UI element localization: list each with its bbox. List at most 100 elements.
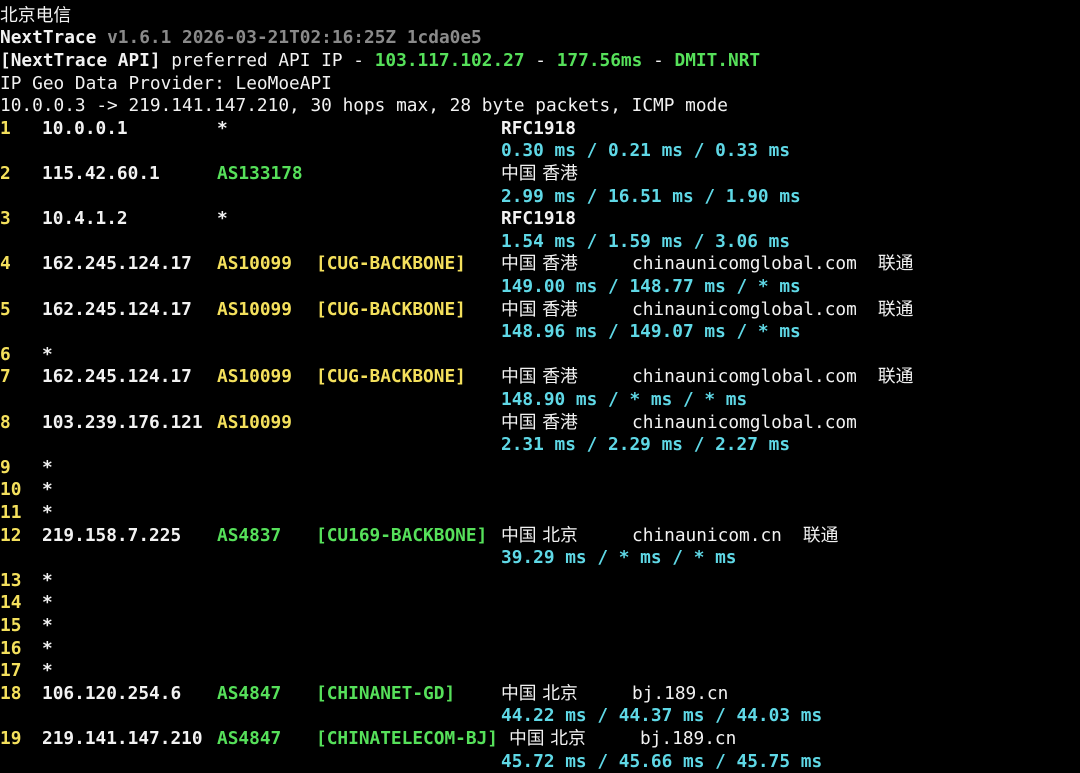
hop-carrier: 联通 [878, 299, 914, 322]
hop-row: 14* [0, 592, 53, 615]
hop-number: 9 [0, 457, 42, 480]
hop-backbone-tag: [CHINATELECOM-BJ] [316, 728, 509, 751]
hop-ip: 115.42.60.1 [42, 163, 217, 186]
hop-latency: 39.29 ms / * ms / * ms [501, 547, 737, 570]
hop-latency-row: 45.72 ms / 45.66 ms / 45.75 ms [0, 751, 822, 773]
hop-latency: 148.96 ms / 149.07 ms / * ms [501, 321, 801, 344]
hop-row: 16* [0, 638, 53, 661]
hop-number: 1 [0, 118, 42, 141]
hop-number: 17 [0, 660, 42, 683]
hop-geo: RFC1918 [501, 118, 632, 141]
hop-number: 7 [0, 366, 42, 389]
api-latency: 177.56ms [557, 50, 643, 71]
hop-latency: 148.90 ms / * ms / * ms [501, 389, 747, 412]
hop-ip: 106.120.254.6 [42, 683, 217, 706]
hop-latency: 149.00 ms / 148.77 ms / * ms [501, 276, 801, 299]
api-sep: - [525, 50, 557, 71]
hop-domain: chinaunicomglobal.com [632, 366, 857, 389]
hop-geo: RFC1918 [501, 208, 632, 231]
hop-number: 2 [0, 163, 42, 186]
hop-latency: 44.22 ms / 44.37 ms / 44.03 ms [501, 705, 822, 728]
hop-number: 10 [0, 479, 42, 502]
hop-timeout: * [42, 457, 53, 480]
hop-asn: AS10099 [217, 412, 316, 435]
hop-row: 15* [0, 615, 53, 638]
hop-latency-row: 2.31 ms / 2.29 ms / 2.27 ms [0, 434, 790, 457]
hop-asn: AS4847 [217, 728, 316, 751]
hop-ip: 10.0.0.1 [42, 118, 217, 141]
trace-line: 10.0.0.3 -> 219.141.147.210, 30 hops max… [0, 95, 728, 118]
hop-asn: AS10099 [217, 299, 316, 322]
hop-asn: * [217, 118, 316, 141]
hop-latency-row: 0.30 ms / 0.21 ms / 0.33 ms [0, 140, 790, 163]
title-text: 北京电信 [0, 5, 71, 26]
hop-domain: chinaunicomglobal.com [632, 299, 857, 322]
hop-timeout: * [42, 479, 53, 502]
hop-geo: 中国 香港 [501, 412, 632, 435]
hop-number: 11 [0, 502, 42, 525]
hop-asn: AS4837 [217, 525, 316, 548]
provider-text: IP Geo Data Provider: LeoMoeAPI [0, 73, 332, 94]
hop-carrier: 联通 [803, 525, 839, 548]
hop-carrier: 联通 [878, 366, 914, 389]
hop-carrier: 联通 [878, 253, 914, 276]
hop-geo: 中国 香港 [501, 299, 632, 322]
hop-row: 9* [0, 457, 53, 480]
hop-backbone-tag: [CUG-BACKBONE] [316, 299, 501, 322]
hop-number: 8 [0, 412, 42, 435]
hop-ip: 10.4.1.2 [42, 208, 217, 231]
hop-geo: 中国 香港 [501, 163, 632, 186]
version-text: v1.6.1 2026-03-21T02:16:25Z 1cda0e5 [107, 27, 482, 48]
hop-ip: 219.158.7.225 [42, 525, 217, 548]
hop-latency-row: 148.90 ms / * ms / * ms [0, 389, 747, 412]
api-node: DMIT.NRT [674, 50, 760, 71]
api-ip: 103.117.102.27 [375, 50, 525, 71]
hop-domain: chinaunicomglobal.com [632, 412, 857, 435]
hop-latency-row: 148.96 ms / 149.07 ms / * ms [0, 321, 801, 344]
hop-asn: AS10099 [217, 253, 316, 276]
hop-geo: 中国 香港 [501, 366, 632, 389]
hop-asn: * [217, 208, 316, 231]
trace-text: 10.0.0.3 -> 219.141.147.210, 30 hops max… [0, 95, 728, 116]
api-text: preferred API IP - [161, 50, 375, 71]
hop-latency-row: 44.22 ms / 44.37 ms / 44.03 ms [0, 705, 822, 728]
api-line: [NextTrace API] preferred API IP - 103.1… [0, 50, 760, 73]
hop-row: 10* [0, 479, 53, 502]
hop-latency-row: 39.29 ms / * ms / * ms [0, 547, 737, 570]
hop-domain: bj.189.cn [640, 728, 736, 751]
hop-ip: 103.239.176.121 [42, 412, 217, 435]
hop-row: 17* [0, 660, 53, 683]
hop-domain: chinaunicom.cn [632, 525, 782, 548]
version-line: NextTrace v1.6.1 2026-03-21T02:16:25Z 1c… [0, 27, 482, 50]
hop-number: 19 [0, 728, 42, 751]
hop-geo: 中国 北京 [501, 683, 632, 706]
title-line: 北京电信 [0, 5, 71, 28]
hop-timeout: * [42, 615, 53, 638]
hop-latency-row: 149.00 ms / 148.77 ms / * ms [0, 276, 801, 299]
hop-ip: 219.141.147.210 [42, 728, 217, 751]
hop-number: 12 [0, 525, 42, 548]
hop-latency: 2.99 ms / 16.51 ms / 1.90 ms [501, 186, 801, 209]
hop-number: 4 [0, 253, 42, 276]
hop-ip: 162.245.124.17 [42, 253, 217, 276]
hop-geo: 中国 北京 [509, 728, 640, 751]
hop-latency: 1.54 ms / 1.59 ms / 3.06 ms [501, 231, 790, 254]
hop-ip: 162.245.124.17 [42, 366, 217, 389]
hop-backbone-tag: [CU169-BACKBONE] [316, 525, 501, 548]
hop-backbone-tag: [CHINANET-GD] [316, 683, 501, 706]
api-sep: - [642, 50, 674, 71]
hop-timeout: * [42, 592, 53, 615]
hop-row: 6* [0, 344, 53, 367]
hop-number: 14 [0, 592, 42, 615]
hop-latency: 2.31 ms / 2.29 ms / 2.27 ms [501, 434, 790, 457]
hop-asn: AS10099 [217, 366, 316, 389]
hop-geo: 中国 北京 [501, 525, 632, 548]
